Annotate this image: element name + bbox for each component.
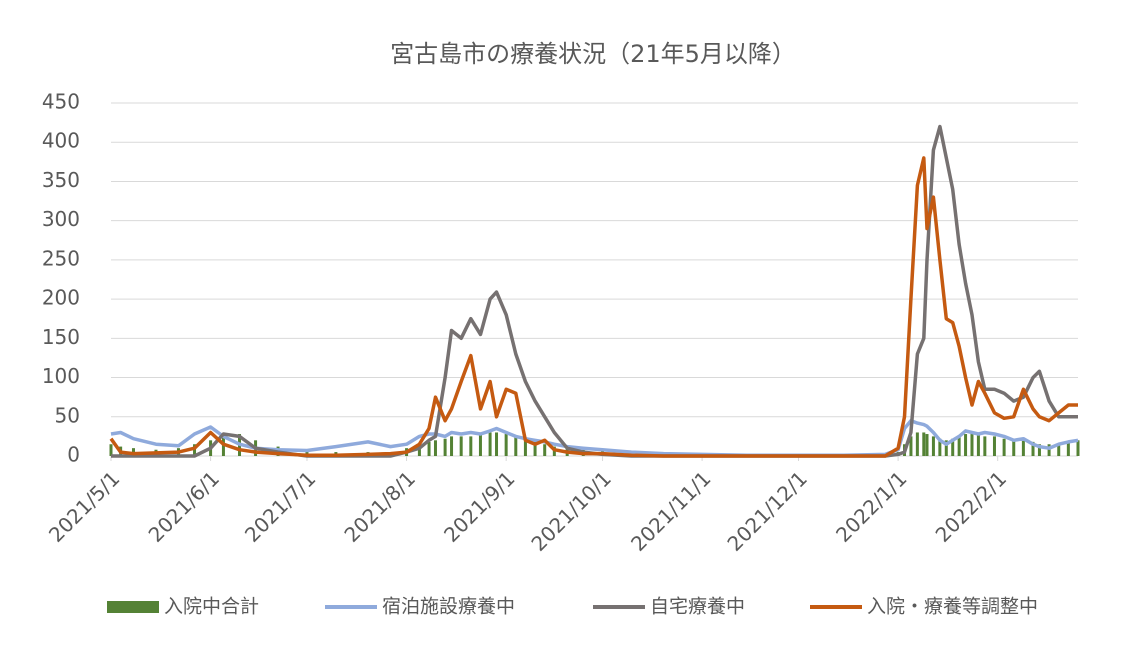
- bar: [1002, 438, 1006, 456]
- bar: [922, 432, 926, 456]
- bar: [1037, 444, 1041, 456]
- bar: [443, 438, 447, 456]
- bar: [523, 440, 527, 456]
- y-tick-label: 150: [42, 325, 80, 349]
- bar: [1076, 440, 1080, 456]
- bar: [1012, 440, 1016, 456]
- y-tick-label: 0: [67, 443, 80, 467]
- bar: [221, 436, 225, 456]
- x-tick-label: 2021/9/1: [439, 466, 519, 546]
- bar: [193, 444, 197, 456]
- bar: [469, 436, 473, 456]
- bar: [992, 436, 996, 456]
- bar: [514, 436, 518, 456]
- bar: [504, 434, 508, 456]
- bar: [1031, 441, 1035, 456]
- bar: [938, 438, 942, 456]
- x-tick-label: 2021/8/1: [339, 466, 419, 546]
- x-tick-label: 2021/12/1: [722, 466, 811, 555]
- bar: [1066, 441, 1070, 456]
- bar: [931, 436, 935, 456]
- bar: [1021, 438, 1025, 456]
- bar: [983, 436, 987, 456]
- bar: [109, 444, 113, 456]
- line: [109, 156, 1078, 458]
- bar: [543, 444, 547, 456]
- bar: [533, 441, 537, 456]
- legend-label: 入院中合計: [164, 596, 259, 618]
- bar: [495, 432, 499, 456]
- x-tick-label: 2022/2/1: [931, 466, 1011, 546]
- bar: [970, 432, 974, 456]
- bar: [964, 434, 968, 456]
- x-tick-label: 2021/6/1: [144, 466, 224, 546]
- x-tick-label: 2021/10/1: [526, 466, 615, 555]
- x-tick-label: 2021/5/1: [44, 466, 124, 546]
- y-tick-label: 200: [42, 286, 80, 310]
- legend-label: 自宅療養中: [650, 596, 745, 618]
- bar: [417, 444, 421, 456]
- bar: [1057, 444, 1061, 456]
- bar: [909, 436, 913, 456]
- bar: [976, 434, 980, 456]
- bar: [944, 440, 948, 456]
- bar: [951, 438, 955, 456]
- legend-swatch: [107, 601, 159, 613]
- y-tick-label: 350: [42, 168, 80, 192]
- y-tick-label: 250: [42, 246, 80, 270]
- y-tick-label: 50: [55, 403, 80, 427]
- line: [110, 418, 1079, 457]
- legend-label: 入院・療養等調整中: [867, 596, 1038, 618]
- y-tick-label: 300: [42, 207, 80, 231]
- x-tick-label: 2021/7/1: [240, 466, 320, 546]
- y-tick-label: 400: [42, 129, 80, 153]
- line: [111, 124, 1078, 458]
- legend-label: 宿泊施設療養中: [382, 596, 515, 618]
- bar: [427, 441, 431, 456]
- bar: [450, 436, 454, 456]
- bar: [478, 434, 482, 456]
- bar: [433, 440, 437, 456]
- bar: [459, 436, 463, 456]
- y-tick-label: 450: [42, 90, 80, 114]
- x-tick-label: 2021/11/1: [626, 466, 715, 555]
- bar: [488, 432, 492, 456]
- chart-title: 宮古島市の療養状況（21年5月以降）: [390, 40, 796, 68]
- bar: [957, 436, 961, 456]
- x-tick-label: 2022/1/1: [831, 466, 911, 546]
- bar: [1047, 444, 1051, 456]
- bar: [915, 432, 919, 456]
- bar: [925, 434, 929, 456]
- bar: [305, 449, 309, 456]
- y-tick-label: 100: [42, 364, 80, 388]
